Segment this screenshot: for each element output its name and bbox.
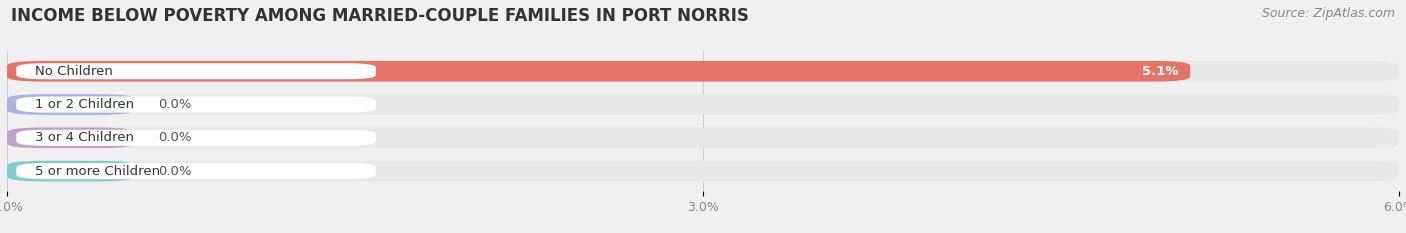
Text: 0.0%: 0.0% bbox=[157, 164, 191, 178]
Text: 0.0%: 0.0% bbox=[157, 98, 191, 111]
FancyBboxPatch shape bbox=[7, 161, 135, 182]
Text: 0.0%: 0.0% bbox=[157, 131, 191, 144]
FancyBboxPatch shape bbox=[17, 96, 375, 113]
FancyBboxPatch shape bbox=[7, 61, 1189, 82]
FancyBboxPatch shape bbox=[7, 61, 1399, 82]
FancyBboxPatch shape bbox=[7, 161, 1399, 182]
FancyBboxPatch shape bbox=[17, 130, 375, 146]
FancyBboxPatch shape bbox=[7, 94, 1399, 115]
Text: 3 or 4 Children: 3 or 4 Children bbox=[35, 131, 134, 144]
FancyBboxPatch shape bbox=[17, 163, 375, 179]
FancyBboxPatch shape bbox=[17, 63, 375, 79]
FancyBboxPatch shape bbox=[7, 127, 1399, 148]
Text: 1 or 2 Children: 1 or 2 Children bbox=[35, 98, 134, 111]
Text: Source: ZipAtlas.com: Source: ZipAtlas.com bbox=[1261, 7, 1395, 20]
FancyBboxPatch shape bbox=[7, 94, 135, 115]
Text: 5.1%: 5.1% bbox=[1142, 65, 1178, 78]
Text: INCOME BELOW POVERTY AMONG MARRIED-COUPLE FAMILIES IN PORT NORRIS: INCOME BELOW POVERTY AMONG MARRIED-COUPL… bbox=[11, 7, 749, 25]
Text: 5 or more Children: 5 or more Children bbox=[35, 164, 160, 178]
FancyBboxPatch shape bbox=[7, 127, 135, 148]
Text: No Children: No Children bbox=[35, 65, 112, 78]
